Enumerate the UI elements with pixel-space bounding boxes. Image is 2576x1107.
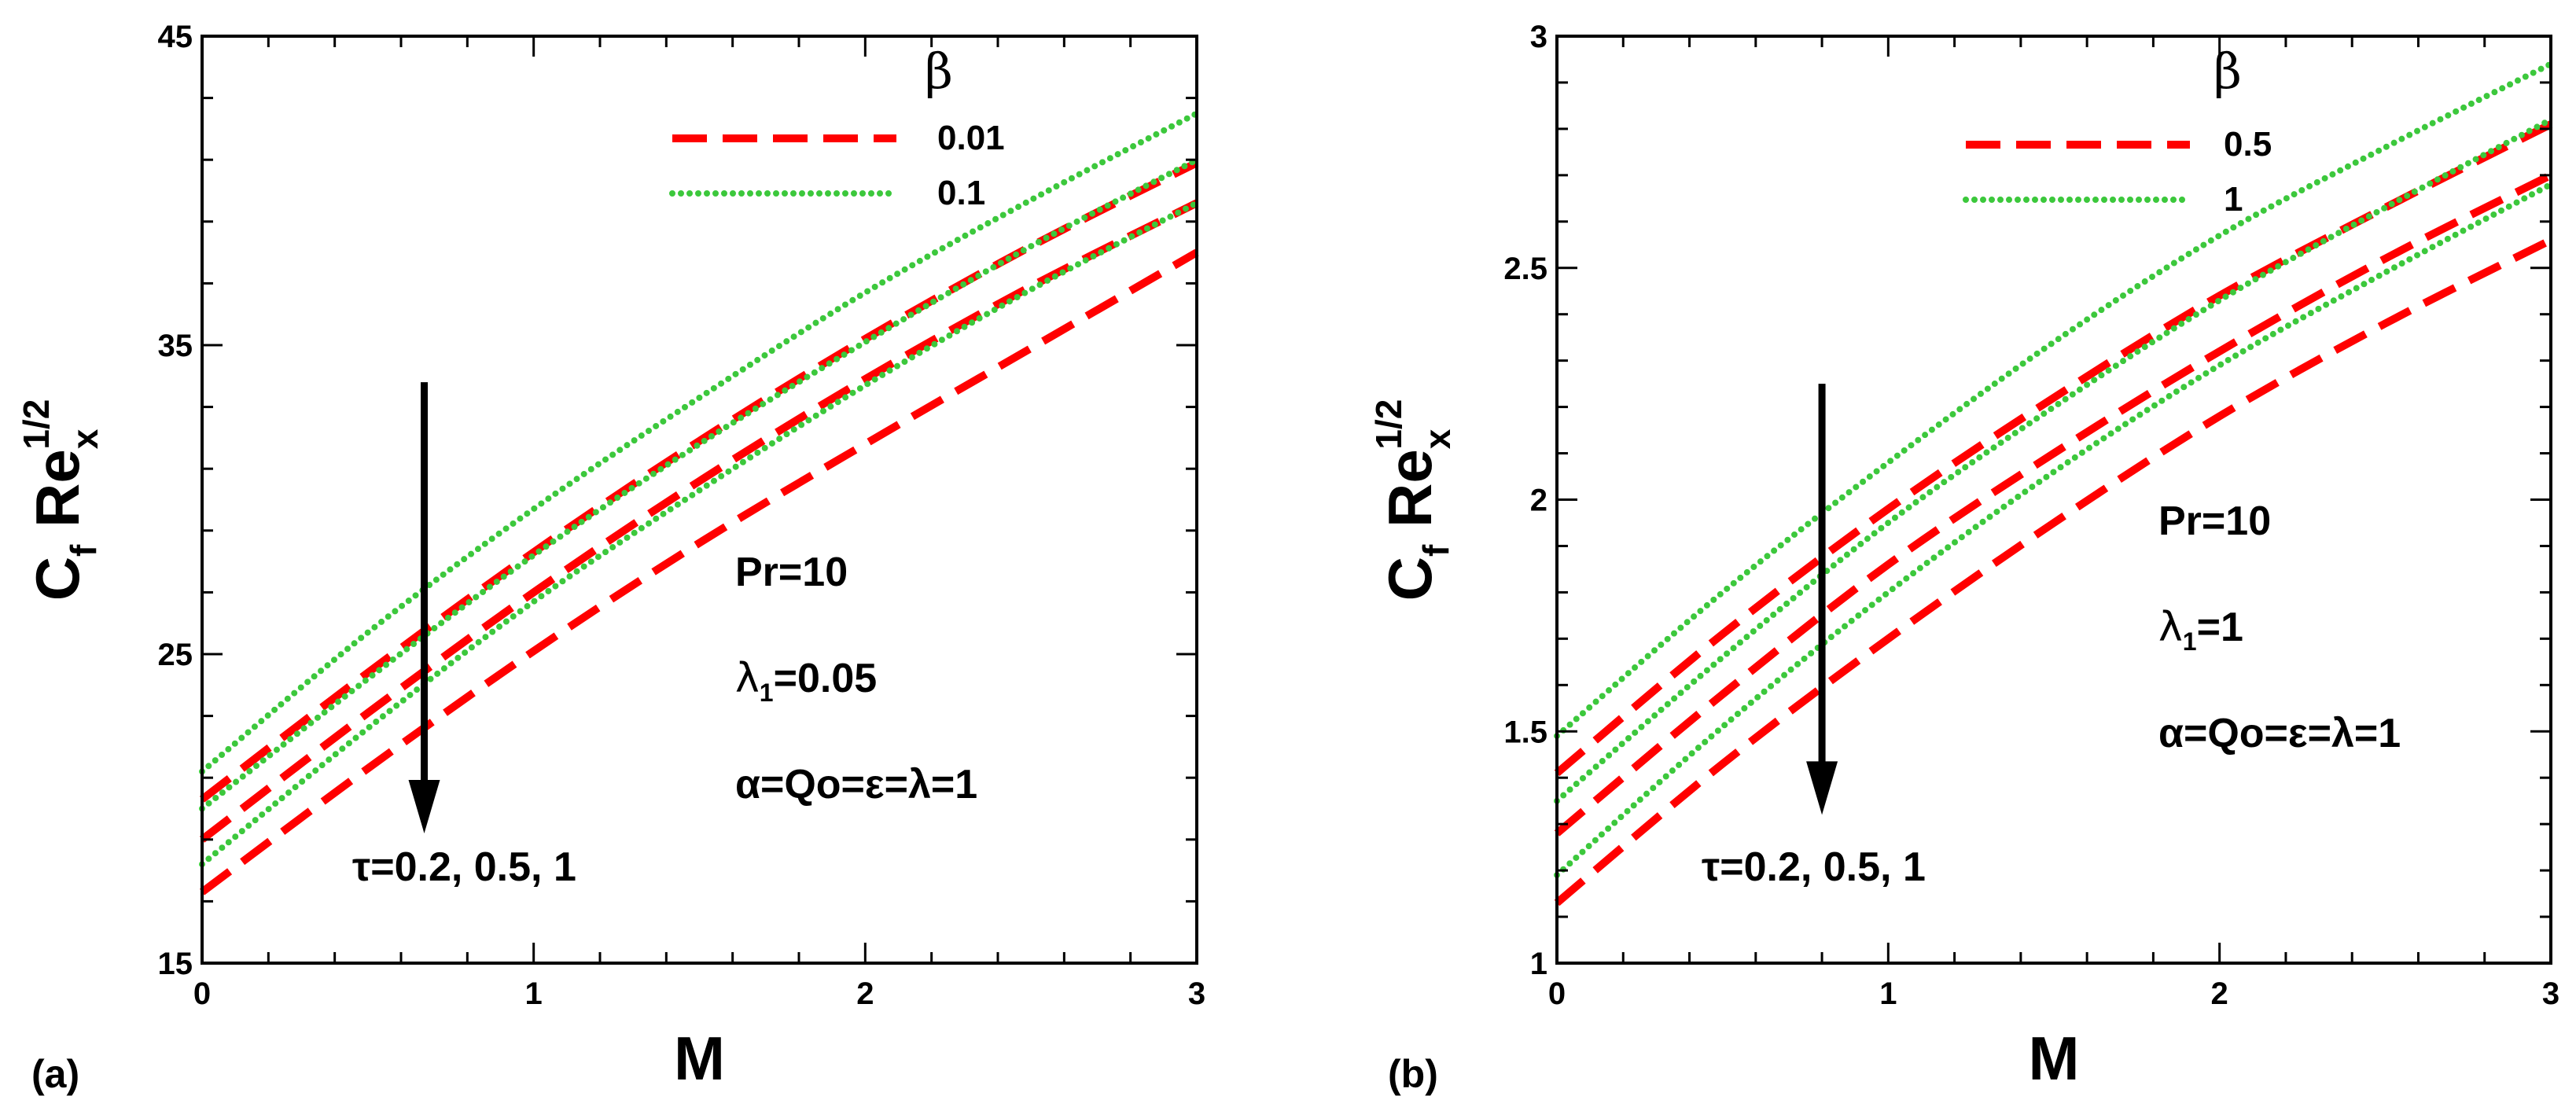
y-tick-label: 2.5 [1503, 252, 1547, 286]
y-axis-label-part-5: 1/2 [16, 399, 57, 450]
series-line-2 [1554, 171, 2553, 837]
annotation-params: α=Qo=ε=λ=1 [2158, 711, 2401, 756]
legend: β 0.01 0.1 [669, 42, 1005, 212]
series-line-4 [199, 110, 1200, 775]
lambda-subscript: 1 [2183, 627, 2197, 656]
x-tick-label: 1 [525, 976, 543, 1011]
arrow-head [1806, 761, 1838, 815]
y-tick-label: 35 [158, 329, 193, 363]
y-axis-label: Cf Rex 1/2 [1368, 399, 1458, 601]
series-group [199, 110, 1200, 896]
series-line-2 [199, 199, 1199, 843]
series-line-3 [1554, 236, 2553, 907]
x-tick-label: 0 [193, 976, 211, 1011]
y-tick-label: 15 [158, 947, 193, 981]
annotation-tau: τ=0.2, 0.5, 1 [1702, 844, 1926, 890]
series-line-6 [199, 200, 1200, 868]
y-tick-label: 1.5 [1503, 715, 1547, 749]
series-group [1554, 61, 2554, 907]
series-line-4 [1554, 61, 2554, 740]
y-tick-label: 45 [158, 20, 193, 54]
x-tick-label: 2 [2211, 976, 2228, 1011]
lambda-value: =0.05 [774, 656, 878, 701]
x-axis-label: M [674, 1024, 725, 1093]
legend-label-2: 1 [2224, 180, 2243, 219]
annotation-pr: Pr=10 [2158, 498, 2271, 544]
x-tick-label: 3 [1188, 976, 1205, 1011]
series-line-3 [200, 248, 1199, 896]
y-axis-label-part-5: 1/2 [1368, 399, 1409, 450]
plot-frame [1555, 35, 2552, 965]
lambda-symbol: λ [2158, 604, 2183, 651]
y-tick-label: 25 [158, 638, 193, 672]
y-axis-label-part-4: x [64, 428, 105, 449]
y-axis-label-part-1: C [1375, 557, 1444, 601]
x-axis-label: M [2029, 1024, 2080, 1093]
lambda-subscript: 1 [760, 679, 774, 707]
annotation-pr: Pr=10 [735, 550, 848, 595]
y-axis-label-part-4: x [1417, 428, 1458, 449]
series-line-1 [199, 159, 1199, 803]
series-line-6 [1554, 181, 2554, 878]
legend-title: β [925, 42, 953, 100]
plot-frame [201, 35, 1198, 965]
y-tick-label: 1 [1530, 947, 1547, 981]
annotation-lambda: λ1=0.05 [735, 655, 877, 707]
series-line-5 [199, 156, 1200, 812]
lambda-value: =1 [2197, 605, 2243, 650]
y-axis-label-part-3: Re [1375, 449, 1444, 544]
panel-label: (a) [31, 1052, 79, 1096]
legend-label-1: 0.5 [2224, 125, 2272, 164]
x-tick-label: 3 [2542, 976, 2559, 1011]
panel-label: (b) [1388, 1052, 1438, 1096]
annotation-lambda: λ1=1 [2158, 604, 2243, 656]
y-tick-label: 2 [1530, 484, 1547, 518]
arrow-head [408, 779, 440, 833]
legend-title: β [2214, 42, 2242, 100]
lambda-symbol: λ [735, 655, 760, 702]
legend-label-2: 0.1 [937, 174, 985, 212]
x-tick-label: 0 [1548, 976, 1566, 1011]
annotation-tau: τ=0.2, 0.5, 1 [352, 844, 576, 890]
y-axis-label-part-2: f [1415, 544, 1456, 557]
annotation-params: α=Qo=ε=λ=1 [735, 762, 977, 807]
x-tick-label: 1 [1879, 976, 1897, 1011]
legend-label-1: 0.01 [937, 119, 1005, 157]
y-axis-label: Cf Rex 1/2 [16, 399, 105, 601]
series-line-1 [1554, 120, 2553, 777]
y-axis-label-part-1: C [23, 557, 92, 601]
legend: β 0.5 1 [1963, 42, 2272, 219]
series-line-5 [1554, 116, 2554, 804]
x-tick-label: 2 [856, 976, 874, 1011]
y-axis-label-part-2: f [63, 544, 104, 557]
y-tick-label: 3 [1530, 20, 1547, 54]
y-axis-label-part-3: Re [23, 449, 92, 544]
